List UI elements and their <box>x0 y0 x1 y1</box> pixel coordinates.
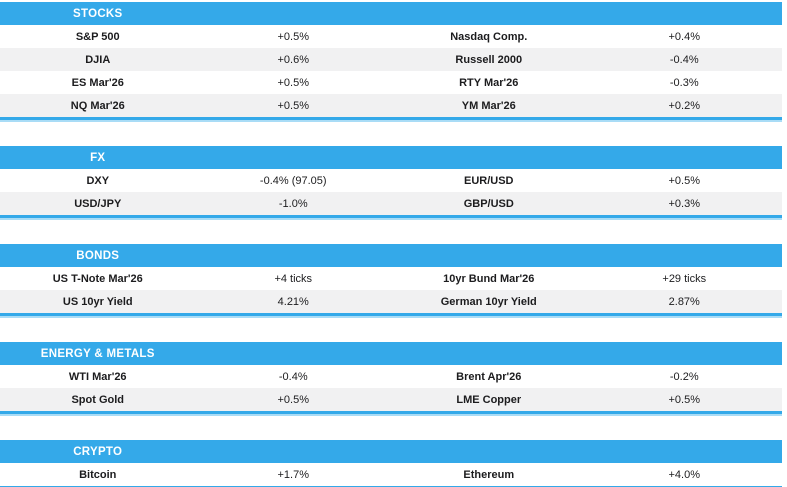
table-row: DXY -0.4% (97.05) EUR/USD +0.5% <box>0 169 782 192</box>
instrument-value-left: +0.5% <box>277 393 310 406</box>
instrument-value-left: +4 ticks <box>274 272 313 285</box>
instrument-value-right: +0.2% <box>668 99 701 112</box>
table-row: US T-Note Mar'26 +4 ticks 10yr Bund Mar'… <box>0 267 782 290</box>
instrument-name-left: Spot Gold <box>71 393 125 406</box>
section-rows: S&P 500 +0.5% Nasdaq Comp. +0.4% DJIA +0… <box>0 25 782 117</box>
instrument-name-right: GBP/USD <box>463 197 514 210</box>
section-rows: WTI Mar'26 -0.4% Brent Apr'26 -0.2% Spot… <box>0 365 782 411</box>
instrument-name-left: US T-Note Mar'26 <box>52 272 143 285</box>
instrument-value-left: -0.4% <box>278 370 308 383</box>
instrument-value-right: +29 ticks <box>662 272 707 285</box>
instrument-value-right: +0.3% <box>668 197 701 210</box>
instrument-value-right: -0.2% <box>669 370 699 383</box>
section-rows: DXY -0.4% (97.05) EUR/USD +0.5% USD/JPY … <box>0 169 782 215</box>
instrument-value-left: +0.5% <box>277 30 310 43</box>
instrument-name-right: Russell 2000 <box>455 53 523 66</box>
instrument-name-right: YM Mar'26 <box>461 99 516 112</box>
section-header: FX <box>0 146 782 169</box>
market-section: FX DXY -0.4% (97.05) EUR/USD +0.5% USD/J… <box>0 146 782 218</box>
instrument-value-right: +0.5% <box>668 393 701 406</box>
instrument-value-left: -1.0% <box>278 197 308 210</box>
section-header: BONDS <box>0 244 782 267</box>
section-header: CRYPTO <box>0 440 782 463</box>
section-title: ENERGY & METALS <box>40 347 155 360</box>
section-title: STOCKS <box>72 7 123 20</box>
table-row: NQ Mar'26 +0.5% YM Mar'26 +0.2% <box>0 94 782 117</box>
instrument-value-left: +1.7% <box>277 468 310 481</box>
instrument-name-left: NQ Mar'26 <box>70 99 125 112</box>
table-row: US 10yr Yield 4.21% German 10yr Yield 2.… <box>0 290 782 313</box>
instrument-name-left: WTI Mar'26 <box>68 370 127 383</box>
instrument-value-right: +4.0% <box>668 468 701 481</box>
instrument-name-left: DXY <box>86 174 110 187</box>
instrument-name-right: Ethereum <box>463 468 515 481</box>
table-row: ES Mar'26 +0.5% RTY Mar'26 -0.3% <box>0 71 782 94</box>
table-row: DJIA +0.6% Russell 2000 -0.4% <box>0 48 782 71</box>
instrument-name-right: German 10yr Yield <box>440 295 537 308</box>
section-underline <box>0 411 782 414</box>
instrument-name-right: 10yr Bund Mar'26 <box>443 272 535 285</box>
market-section: ENERGY & METALS WTI Mar'26 -0.4% Brent A… <box>0 342 782 414</box>
instrument-value-right: -0.4% <box>669 53 699 66</box>
section-title: CRYPTO <box>73 445 123 458</box>
table-row: USD/JPY -1.0% GBP/USD +0.3% <box>0 192 782 215</box>
instrument-name-left: ES Mar'26 <box>71 76 124 89</box>
table-row: WTI Mar'26 -0.4% Brent Apr'26 -0.2% <box>0 365 782 388</box>
market-section: STOCKS S&P 500 +0.5% Nasdaq Comp. +0.4% … <box>0 2 782 120</box>
instrument-name-right: EUR/USD <box>463 174 514 187</box>
instrument-value-left: 4.21% <box>277 295 309 308</box>
table-row: S&P 500 +0.5% Nasdaq Comp. +0.4% <box>0 25 782 48</box>
instrument-name-left: S&P 500 <box>75 30 120 43</box>
section-title: FX <box>90 151 106 164</box>
instrument-name-right: LME Copper <box>456 393 522 406</box>
table-row: Spot Gold +0.5% LME Copper +0.5% <box>0 388 782 411</box>
instrument-name-left: US 10yr Yield <box>62 295 133 308</box>
instrument-name-right: Brent Apr'26 <box>456 370 522 383</box>
instrument-name-left: DJIA <box>85 53 111 66</box>
instrument-value-left: +0.5% <box>277 99 310 112</box>
instrument-value-left: +0.6% <box>277 53 310 66</box>
section-rows: US T-Note Mar'26 +4 ticks 10yr Bund Mar'… <box>0 267 782 313</box>
instrument-value-left: -0.4% (97.05) <box>259 174 327 187</box>
instrument-name-left: Bitcoin <box>79 468 117 481</box>
table-row: Bitcoin +1.7% Ethereum +4.0% <box>0 463 782 486</box>
instrument-name-right: Nasdaq Comp. <box>450 30 528 43</box>
instrument-value-right: -0.3% <box>669 76 699 89</box>
section-header: STOCKS <box>0 2 782 25</box>
instrument-value-right: +0.5% <box>668 174 701 187</box>
instrument-name-left: USD/JPY <box>74 197 122 210</box>
market-section: BONDS US T-Note Mar'26 +4 ticks 10yr Bun… <box>0 244 782 316</box>
section-title: BONDS <box>76 249 120 262</box>
market-section: CRYPTO Bitcoin +1.7% Ethereum +4.0% <box>0 440 782 487</box>
section-rows: Bitcoin +1.7% Ethereum +4.0% <box>0 463 782 486</box>
instrument-value-right: +0.4% <box>668 30 701 43</box>
section-underline <box>0 215 782 218</box>
instrument-name-right: RTY Mar'26 <box>459 76 519 89</box>
instrument-value-right: 2.87% <box>668 295 700 308</box>
section-underline <box>0 313 782 316</box>
instrument-value-left: +0.5% <box>277 76 310 89</box>
section-header: ENERGY & METALS <box>0 342 782 365</box>
section-underline <box>0 117 782 120</box>
